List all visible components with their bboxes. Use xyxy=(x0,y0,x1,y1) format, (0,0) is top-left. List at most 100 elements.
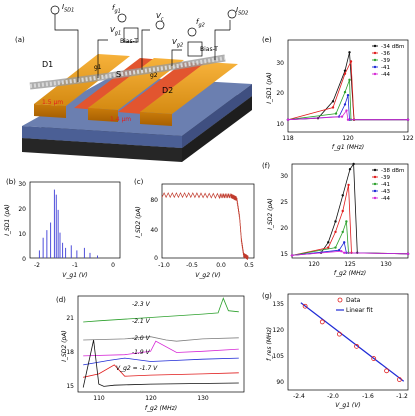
y-axis-label: f_res (MHz) xyxy=(266,327,273,361)
y-tick: 10 xyxy=(276,121,284,128)
label-d1: D1 xyxy=(42,60,54,69)
data-point xyxy=(302,303,308,309)
y-tick: 25 xyxy=(280,199,288,206)
y-tick: 0 xyxy=(22,256,26,263)
y-axis-label: I_SD2 (pA) xyxy=(267,198,274,230)
plot-frame xyxy=(287,293,409,391)
label-vg2: Vg2 xyxy=(172,38,184,49)
biasT-box-2 xyxy=(187,41,203,57)
plot-frame xyxy=(161,183,255,259)
x-tick: 110 xyxy=(93,395,105,402)
x-tick: 122 xyxy=(402,135,414,142)
legend-label: -41 xyxy=(381,65,390,71)
series-line xyxy=(291,162,409,256)
data-point xyxy=(341,209,344,213)
panel-a-label: (a) xyxy=(15,36,25,44)
voltage-source-vc-icon xyxy=(155,20,165,30)
legend-label-data: Data xyxy=(346,297,361,304)
fit-line xyxy=(300,302,405,382)
y-tick: 15 xyxy=(280,251,288,258)
label-isd2: ISD2 xyxy=(236,6,249,17)
x-axis-label: V_g2 (V) xyxy=(195,272,220,279)
plot-frame xyxy=(29,181,121,259)
data-point xyxy=(331,100,335,103)
legend-marker xyxy=(373,72,377,76)
data-point xyxy=(348,78,351,82)
series-line xyxy=(83,297,239,323)
label-vc: Vc xyxy=(156,12,164,23)
data-point xyxy=(348,168,352,171)
data-point xyxy=(348,51,351,54)
y-tick: 30 xyxy=(276,60,284,67)
data-point xyxy=(384,368,389,374)
y-tick: 20 xyxy=(18,206,26,213)
y-tick: 21 xyxy=(66,315,74,322)
plot-frame xyxy=(287,39,409,133)
y-tick: 18 xyxy=(66,349,74,356)
data-point xyxy=(319,319,325,325)
data-point xyxy=(340,250,343,253)
ammeter-sd2-icon xyxy=(227,9,237,19)
legend-label: -43 xyxy=(381,189,390,195)
data-point xyxy=(345,220,348,223)
data-point xyxy=(343,241,346,244)
x-axis-label: V_g1 (V) xyxy=(335,402,360,409)
legend-marker xyxy=(373,189,377,193)
data-point xyxy=(354,343,359,349)
data-point xyxy=(346,94,350,97)
x-axis-label: f_g2 (MHz) xyxy=(145,405,177,412)
data-point xyxy=(346,118,350,121)
y-tick: 30 xyxy=(280,173,288,180)
panel-label: (g) xyxy=(262,292,272,300)
annotation-2.1: -2.1 V xyxy=(132,318,151,325)
x-tick: 0.5 xyxy=(244,262,254,269)
y-tick: 90 xyxy=(276,379,284,386)
plot-frame xyxy=(291,163,409,259)
x-tick: 120 xyxy=(342,135,354,142)
data-point xyxy=(340,115,344,118)
data-point xyxy=(406,252,410,256)
x-tick: 0 xyxy=(111,262,115,269)
data-point xyxy=(337,331,342,337)
panel-g: (g) 135 120 105 90 -2.4 -2.0 -1.6 -1.2 V… xyxy=(262,288,415,410)
legend-marker xyxy=(373,51,377,55)
series-line xyxy=(83,357,239,366)
annotation-1.7: V_g2 = -1.7 V xyxy=(116,365,158,372)
label-g2: g2 xyxy=(150,72,158,79)
nanowire-strand xyxy=(29,54,226,90)
x-axis-label: V_g1 (V) xyxy=(62,272,87,279)
label-s: S xyxy=(116,70,122,79)
y-tick: 20 xyxy=(276,90,284,97)
biasT-box-1 xyxy=(123,27,139,43)
x-tick: 125 xyxy=(344,261,356,268)
data-point xyxy=(334,230,337,234)
y-tick: 80 xyxy=(150,197,158,204)
rf-source-g1-icon xyxy=(117,13,127,23)
data-point xyxy=(343,72,347,75)
annotation-2.0: -2.0 V xyxy=(132,335,151,342)
panel-label: (e) xyxy=(262,36,272,44)
ammeter-sd1-icon xyxy=(50,5,60,15)
legend-marker xyxy=(373,168,377,172)
data-point xyxy=(337,248,341,252)
y-tick: 30 xyxy=(18,181,26,188)
label-vg1: Vg1 xyxy=(110,26,122,37)
panel-label: (b) xyxy=(6,178,16,186)
series-line xyxy=(291,184,409,256)
y-tick: 135 xyxy=(273,301,285,308)
panel-label: (d) xyxy=(56,296,66,304)
y-axis-label: I_SD2 (pA) xyxy=(135,206,142,238)
legend-label: -39 xyxy=(381,175,390,181)
x-tick: -0.5 xyxy=(186,262,198,269)
x-tick: -1.0 xyxy=(158,262,170,269)
data-point xyxy=(343,69,347,72)
legend: -38 dBm-39-41-43-44 xyxy=(372,168,404,202)
x-tick: -1 xyxy=(72,262,78,269)
legend-label: -39 xyxy=(381,58,390,64)
data-point xyxy=(397,377,402,382)
chart-e: (e) 30 20 10 118 120 122 f_g1 (MHz) I_SD… xyxy=(262,36,414,151)
data-point xyxy=(345,109,348,112)
label-biast-1: Bias-T xyxy=(120,38,138,45)
legend-marker xyxy=(373,65,377,69)
panel-f: (f) 30 25 20 15 120 125 130 f_g2 (MHz) I… xyxy=(262,158,415,278)
